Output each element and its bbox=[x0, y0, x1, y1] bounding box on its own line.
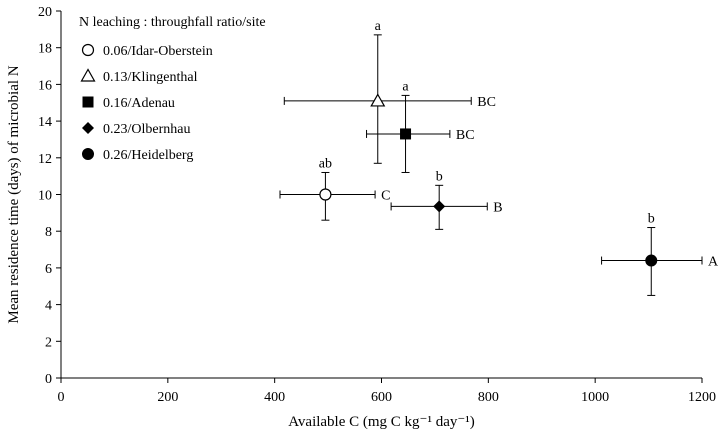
data-point bbox=[433, 200, 446, 213]
group-label: A bbox=[708, 255, 719, 270]
significance-label: a bbox=[402, 79, 409, 94]
y-tick-label: 12 bbox=[38, 152, 52, 167]
x-tick-label: 600 bbox=[371, 390, 392, 405]
legend-marker bbox=[80, 68, 96, 82]
x-tick-label: 1200 bbox=[688, 390, 716, 405]
group-label: BC bbox=[456, 128, 475, 143]
point-labels: ab Ca BC a BC b Bb A bbox=[319, 19, 719, 270]
significance-label: a bbox=[375, 19, 382, 34]
data-point bbox=[645, 254, 658, 267]
legend-marker bbox=[82, 148, 94, 160]
data-point bbox=[370, 93, 386, 107]
y-tick-label: 10 bbox=[38, 189, 52, 204]
error-bars bbox=[279, 34, 703, 296]
significance-label: ab bbox=[319, 156, 332, 171]
y-tick-label: 4 bbox=[45, 299, 52, 314]
legend-marker bbox=[82, 122, 94, 134]
legend-marker bbox=[81, 43, 95, 57]
x-axis-title: Available C (mg C kg⁻¹ day⁻¹) bbox=[288, 414, 475, 430]
y-tick-label: 16 bbox=[38, 78, 52, 93]
legend-label: 0.16/Adenau bbox=[103, 96, 175, 111]
y-axis-title: Mean residence time (days) of microbial … bbox=[6, 65, 22, 323]
x-tick-label: 800 bbox=[478, 390, 499, 405]
data-points bbox=[319, 93, 658, 267]
legend-label: 0.23/Olbernhau bbox=[103, 122, 190, 137]
legend-label: 0.06/Idar-Oberstein bbox=[103, 44, 213, 59]
x-tick-label: 400 bbox=[264, 390, 285, 405]
y-tick-label: 6 bbox=[45, 262, 52, 277]
data-point bbox=[319, 188, 332, 201]
y-tick-label: 14 bbox=[38, 115, 52, 130]
group-label: B bbox=[493, 200, 502, 215]
y-tick-label: 18 bbox=[38, 42, 52, 57]
y-tick-label: 0 bbox=[45, 372, 52, 387]
x-tick-label: 1000 bbox=[581, 390, 609, 405]
group-label: BC bbox=[477, 95, 496, 110]
x-tick-label: 0 bbox=[58, 390, 65, 405]
y-tick-label: 8 bbox=[45, 225, 52, 240]
x-tick-label: 200 bbox=[157, 390, 178, 405]
data-point bbox=[400, 128, 412, 140]
y-tick-label: 20 bbox=[38, 5, 52, 20]
group-label: C bbox=[381, 189, 390, 204]
legend: N leaching : throughfall ratio/site 0.06… bbox=[79, 15, 266, 163]
legend-title: N leaching : throughfall ratio/site bbox=[79, 15, 266, 30]
significance-label: b bbox=[436, 169, 443, 184]
significance-label: b bbox=[648, 212, 655, 227]
legend-marker bbox=[82, 96, 94, 108]
legend-label: 0.26/Heidelberg bbox=[103, 148, 193, 163]
legend-label: 0.13/Klingenthal bbox=[103, 70, 198, 85]
y-tick-label: 2 bbox=[45, 335, 52, 350]
